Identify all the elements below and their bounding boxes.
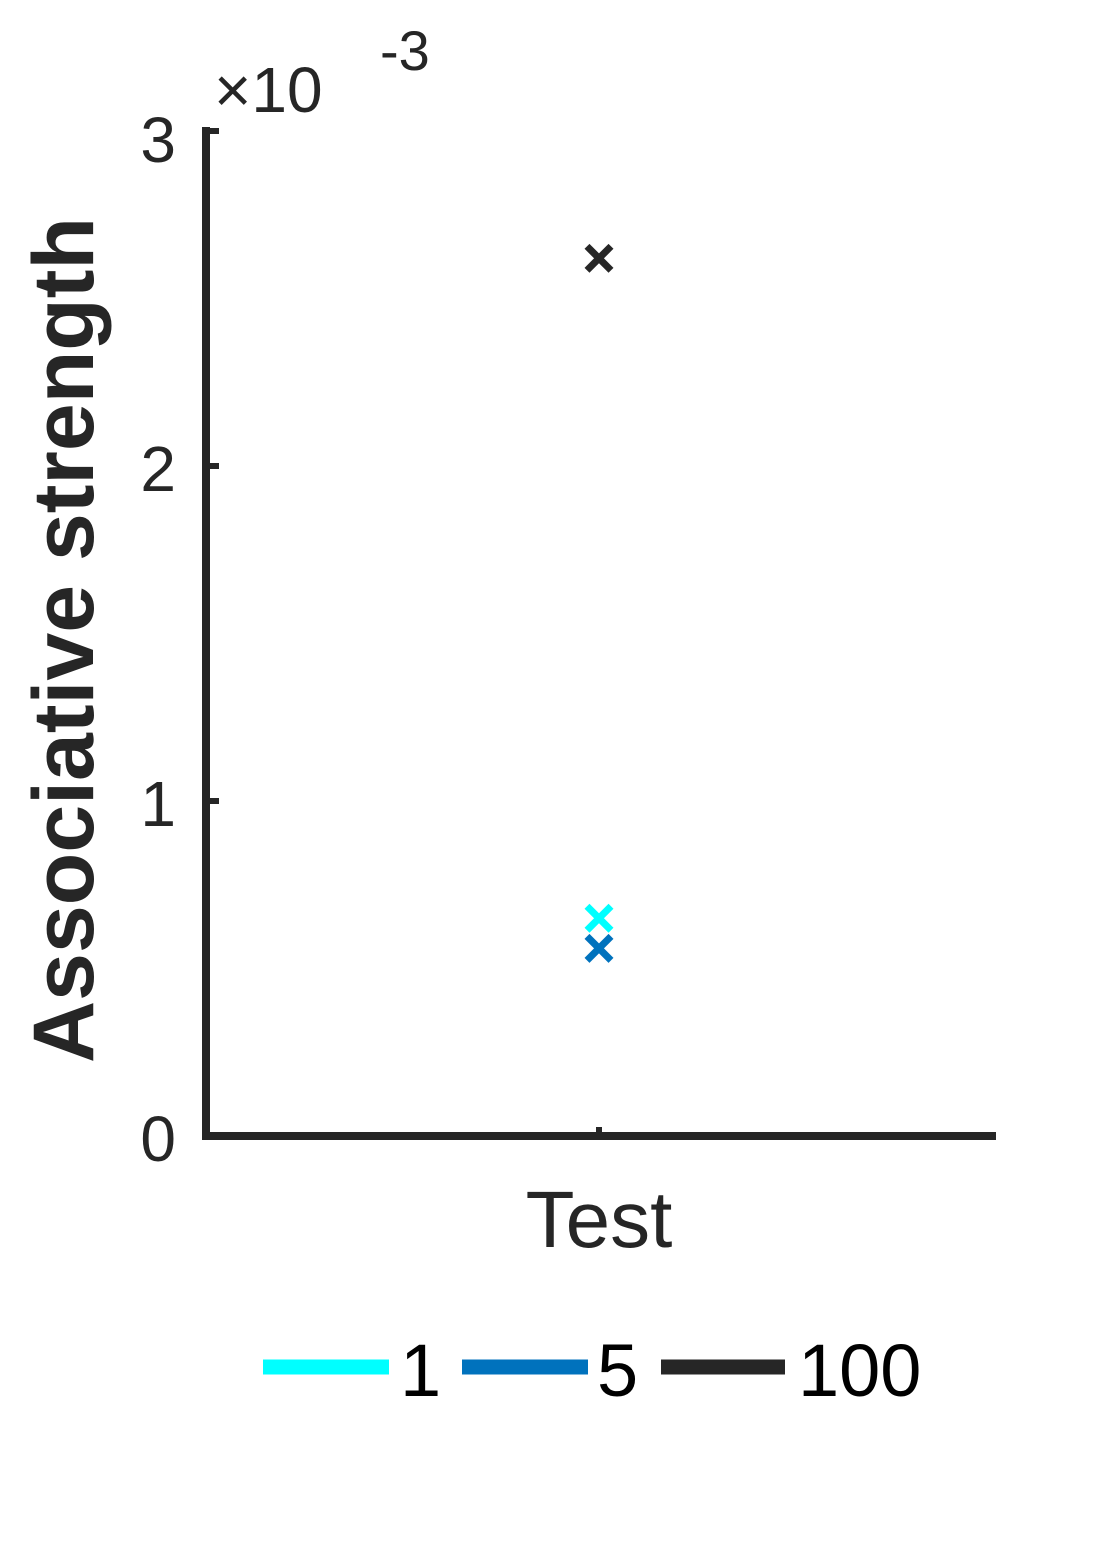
axis-exponent: ×10 -3: [214, 19, 430, 126]
marker-series-1: [584, 903, 614, 933]
marker-stroke: [584, 903, 614, 933]
marker-series-100: [584, 243, 614, 273]
legend-label-1: 1: [400, 1329, 441, 1412]
marker-stroke: [584, 243, 614, 273]
y-tick-labels: 0 1 2 3: [140, 104, 176, 1175]
legend: 1 5 100: [263, 1329, 921, 1412]
y-axis-label: Associative strength: [16, 217, 112, 1063]
y-tick-label-0: 0: [140, 1103, 176, 1175]
marker-stroke: [584, 933, 614, 963]
exponent-power: -3: [380, 19, 430, 82]
legend-label-5: 5: [597, 1329, 638, 1412]
data-markers: [584, 243, 614, 963]
y-tick-label-3: 3: [140, 104, 176, 176]
legend-label-100: 100: [798, 1329, 921, 1412]
y-tick-label-1: 1: [140, 768, 176, 840]
y-tick-label-2: 2: [140, 433, 176, 505]
y-ticks: [206, 128, 219, 1139]
exponent-base: ×10: [214, 54, 323, 126]
marker-series-5: [584, 933, 614, 963]
x-tick-label-test: Test: [526, 1175, 673, 1264]
